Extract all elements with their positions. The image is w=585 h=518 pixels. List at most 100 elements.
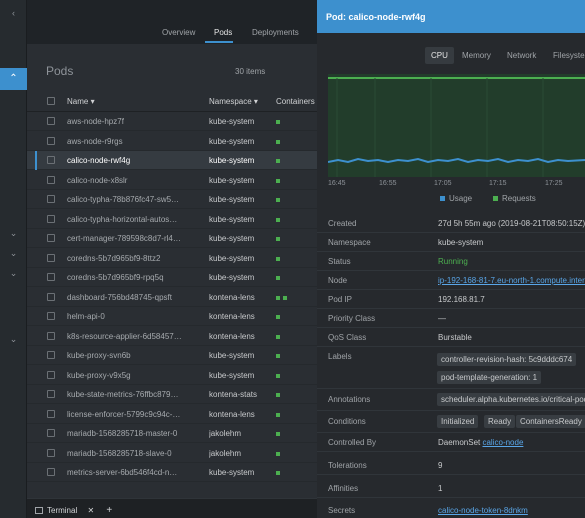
row-checkbox[interactable] <box>47 448 55 457</box>
table-row[interactable]: mariadb-1568285718-master-0 jakolehm <box>27 424 317 443</box>
row-checkbox[interactable] <box>47 195 55 203</box>
row-checkbox[interactable] <box>47 429 55 437</box>
chevron-down-icon[interactable]: ⌄ <box>9 228 18 238</box>
tab-pods[interactable]: Pods <box>214 28 233 37</box>
pod-namespace: kontena-lens <box>209 331 255 341</box>
detail-controlled-by: Controlled By DaemonSet calico-node <box>317 433 585 452</box>
container-status-indicator <box>276 432 280 436</box>
table-row[interactable]: metrics-server-6bd546f4cd-n… kube-system <box>27 463 317 482</box>
detail-annotations: Annotations scheduler.alpha.kubernetes.i… <box>317 389 585 411</box>
row-checkbox[interactable] <box>47 136 55 145</box>
table-row[interactable]: calico-node-x8slr kube-system <box>27 171 317 190</box>
workload-tabs: Overview Pods Deployments <box>27 0 317 44</box>
table-row[interactable]: dashboard-756bd48745-qpsft kontena-lens <box>27 288 317 307</box>
pod-namespace: jakolehm <box>209 429 242 438</box>
tab-deployments[interactable]: Deployments <box>252 28 299 37</box>
row-checkbox[interactable] <box>47 468 55 476</box>
cpu-graph <box>328 74 585 177</box>
row-checkbox[interactable] <box>47 312 55 320</box>
row-checkbox[interactable] <box>47 370 55 379</box>
table-row[interactable]: helm-api-0 kontena-lens <box>27 307 317 326</box>
add-icon[interactable]: + <box>106 505 113 516</box>
table-row[interactable]: cert-manager-789598c8d7-rl4… kube-system <box>27 229 317 248</box>
bottom-bar: Terminal ✕ + <box>27 498 317 518</box>
node-link[interactable]: ip-192-168-81-7.eu-north-1.compute.inter… <box>438 276 585 285</box>
pod-name: coredns-5b7d965bf9-8ttz2 <box>67 253 161 263</box>
table-row[interactable]: calico-typha-horizontal-autos… kube-syste… <box>27 210 317 229</box>
table-row[interactable]: kube-proxy-svn6b kube-system <box>27 346 317 365</box>
table-row[interactable]: kube-proxy-v9x5g kube-system <box>27 366 317 385</box>
page-title: Pods <box>46 64 74 78</box>
detail-qos-class: QoS Class Burstable <box>317 328 585 347</box>
table-row[interactable]: mariadb-1568285718-slave-0 jakolehm <box>27 444 317 463</box>
table-header: Name ▾ Namespace ▾ Containers <box>27 90 317 112</box>
pod-namespace: kontena-lens <box>209 312 255 321</box>
annotation-badge: scheduler.alpha.kubernetes.io/critical-p… <box>437 393 585 406</box>
chevron-down-icon[interactable]: ⌄ <box>9 268 18 278</box>
chevron-left-icon[interactable]: ‹ <box>12 8 15 18</box>
detail-status: Status Running <box>317 252 585 271</box>
metric-tab-memory[interactable]: Memory <box>462 51 491 60</box>
table-row[interactable]: aws-node-r9rgs kube-system <box>27 132 317 151</box>
container-status-indicator <box>276 334 280 339</box>
chevron-up-icon[interactable]: ⌃ <box>0 68 27 90</box>
table-row[interactable]: calico-node-rwf4g kube-system <box>27 151 317 170</box>
condition-badge: Initialized <box>437 415 479 428</box>
status-badge: Running <box>438 257 468 266</box>
table-row[interactable]: kube-state-metrics-76ffbc879… kontena-sta… <box>27 385 317 404</box>
metric-tab-filesystem[interactable]: Filesystem <box>553 51 585 60</box>
pod-name: kube-state-metrics-76ffbc879… <box>67 390 179 399</box>
cpu-graph-svg <box>328 74 585 177</box>
table-row[interactable]: coredns-5b7d965bf9-rpq5q kube-system <box>27 268 317 287</box>
detail-pod-ip: Pod IP 192.168.81.7 <box>317 290 585 309</box>
pod-name: metrics-server-6bd546f4cd-n… <box>67 468 178 477</box>
table-row[interactable]: license-enforcer-5799c9c94c-… kontena-len… <box>27 405 317 424</box>
detail-node: Node ip-192-168-81-7.eu-north-1.compute.i… <box>317 271 585 290</box>
pod-name: kube-proxy-svn6b <box>67 351 131 360</box>
controller-link[interactable]: calico-node <box>482 438 524 447</box>
detail-conditions: Conditions Initialized Ready ContainersR… <box>317 411 585 433</box>
secret-link[interactable]: calico-node-token-8dnkm <box>438 506 528 515</box>
selected-row-indicator <box>35 151 37 170</box>
column-header-namespace[interactable]: Namespace ▾ <box>209 97 258 106</box>
table-row[interactable]: coredns-5b7d965bf9-8ttz2 kube-system <box>27 249 317 268</box>
row-checkbox[interactable] <box>47 156 55 164</box>
chevron-down-icon[interactable]: ⌄ <box>9 248 18 258</box>
container-status-indicator <box>276 256 280 261</box>
table-row[interactable]: aws-node-hpz7f kube-system <box>27 112 317 131</box>
container-status-indicator <box>276 471 280 475</box>
column-header-containers[interactable]: Containers <box>276 97 315 106</box>
pod-namespace: kontena-lens <box>209 409 255 419</box>
left-rail: ‹ ⌃ ⌄ ⌄ ⌄ ⌄ <box>0 0 27 518</box>
table-row[interactable]: k8s-resource-applier-6d58457… kontena-len… <box>27 327 317 346</box>
pod-name: cert-manager-789598c8d7-rl4… <box>67 234 181 243</box>
pod-name: kube-proxy-v9x5g <box>67 370 131 380</box>
row-checkbox[interactable] <box>47 117 55 125</box>
row-checkbox[interactable] <box>47 234 55 242</box>
row-checkbox[interactable] <box>47 214 55 223</box>
table-row[interactable]: calico-typha-78b876fc47-sw5… kube-system <box>27 190 317 209</box>
container-status-indicator <box>276 237 280 241</box>
row-checkbox[interactable] <box>47 273 55 281</box>
row-checkbox[interactable] <box>47 175 55 184</box>
container-status-indicator <box>276 139 280 144</box>
pod-namespace: kube-system <box>209 136 255 146</box>
row-checkbox[interactable] <box>47 409 55 418</box>
container-status-indicator <box>276 412 280 417</box>
row-checkbox[interactable] <box>47 331 55 340</box>
chevron-down-icon[interactable]: ⌄ <box>9 334 18 344</box>
detail-created: Created 27d 5h 55m ago (2019-08-21T08:50:… <box>317 214 585 233</box>
row-checkbox[interactable] <box>47 390 55 398</box>
row-checkbox[interactable] <box>47 253 55 262</box>
row-checkbox[interactable] <box>47 292 55 301</box>
column-header-name[interactable]: Name ▾ <box>67 97 95 106</box>
tab-overview[interactable]: Overview <box>162 28 196 37</box>
label-badge: pod-template-generation: 1 <box>437 371 542 384</box>
metric-tab-network[interactable]: Network <box>507 51 537 60</box>
legend-requests: Requests <box>493 194 536 203</box>
close-icon[interactable]: ✕ <box>87 506 95 515</box>
terminal-tab[interactable]: Terminal ✕ + <box>35 505 112 516</box>
row-checkbox[interactable] <box>47 351 55 359</box>
metric-tab-cpu[interactable]: CPU <box>425 47 454 64</box>
select-all-checkbox[interactable] <box>47 97 55 105</box>
